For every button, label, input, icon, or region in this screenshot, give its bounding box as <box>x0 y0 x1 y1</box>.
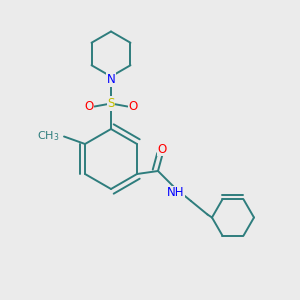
Text: O: O <box>85 100 94 113</box>
Text: O: O <box>158 142 167 156</box>
Text: N: N <box>106 73 116 86</box>
Text: CH$_3$: CH$_3$ <box>37 130 59 143</box>
Text: NH: NH <box>167 186 185 200</box>
Text: O: O <box>128 100 137 113</box>
Text: S: S <box>107 97 115 110</box>
